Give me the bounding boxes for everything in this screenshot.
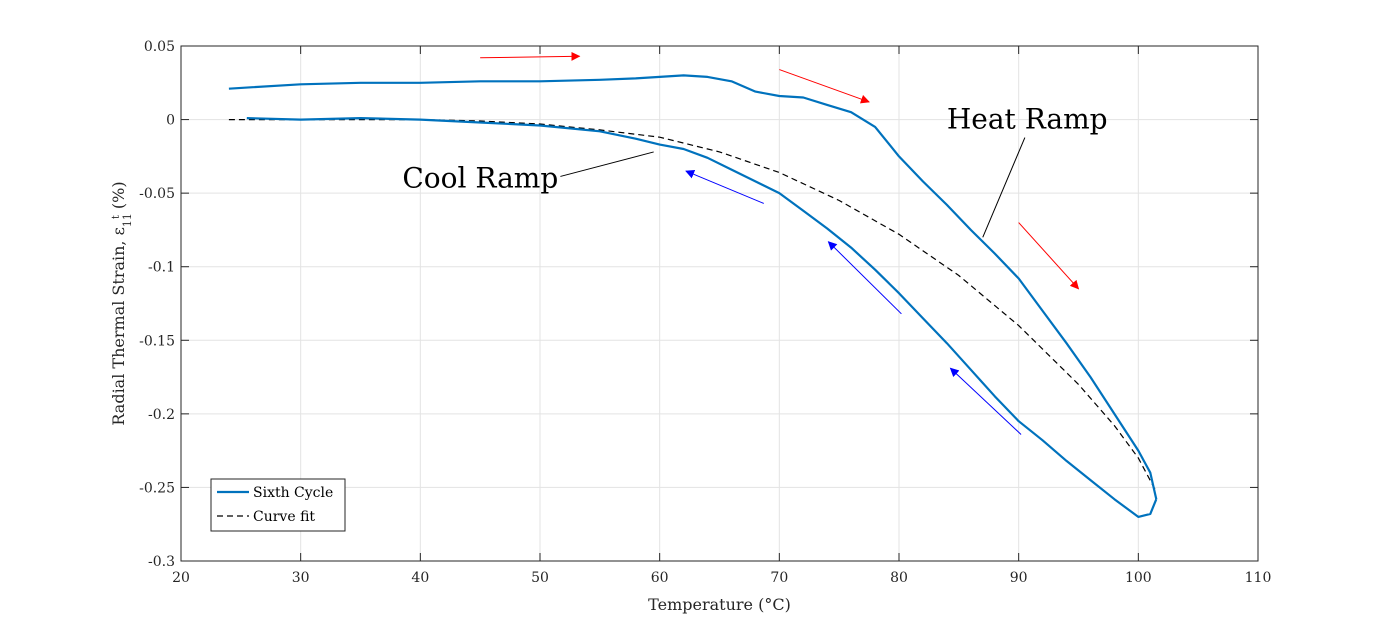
y-axis-label: Radial Thermal Strain, ε11t(%) <box>109 181 134 425</box>
sixth-cycle-cool-line <box>246 117 1158 518</box>
heat-direction-arrow <box>1018 222 1080 290</box>
x-tick-label: 100 <box>1125 570 1152 586</box>
cool-ramp-pointer <box>560 151 654 177</box>
legend-label-sixth-cycle: Sixth Cycle <box>253 485 333 501</box>
x-tick-label: 20 <box>172 570 190 586</box>
plot-frame <box>180 45 1259 562</box>
cool-direction-arrow <box>827 241 902 315</box>
heat-ramp-pointer <box>982 137 1026 238</box>
curve-fit-line <box>228 119 1157 493</box>
x-tick-label: 80 <box>890 570 908 586</box>
cool-ramp-label: Cool Ramp <box>402 161 558 194</box>
x-tick-label: 50 <box>531 570 549 586</box>
x-tick-label: 90 <box>1010 570 1028 586</box>
y-tick-label: -0.05 <box>139 186 175 202</box>
legend-box <box>210 478 346 532</box>
cool-direction-arrow <box>949 367 1022 435</box>
y-tick-label: -0.25 <box>139 480 175 496</box>
x-tick-label: 30 <box>292 570 310 586</box>
y-tick-label: -0.1 <box>148 260 175 276</box>
x-tick-label: 110 <box>1245 570 1272 586</box>
sixth-cycle-heat-line <box>228 74 1158 500</box>
legend-label-curve-fit: Curve fit <box>253 509 315 525</box>
heat-direction-arrow <box>779 69 870 104</box>
x-tick-label: 40 <box>411 570 429 586</box>
y-tick-label: -0.2 <box>148 407 175 423</box>
y-tick-label: -0.3 <box>148 554 175 570</box>
x-tick-label: 70 <box>770 570 788 586</box>
cool-direction-arrow <box>685 170 764 204</box>
heat-direction-arrow <box>480 51 581 61</box>
heat-ramp-label: Heat Ramp <box>947 103 1108 136</box>
x-tick-label: 60 <box>651 570 669 586</box>
y-tick-label: 0.05 <box>144 39 175 55</box>
y-tick-label: 0 <box>166 113 175 129</box>
x-axis-label: Temperature (°C) <box>648 595 791 614</box>
y-tick-label: -0.15 <box>139 333 175 349</box>
